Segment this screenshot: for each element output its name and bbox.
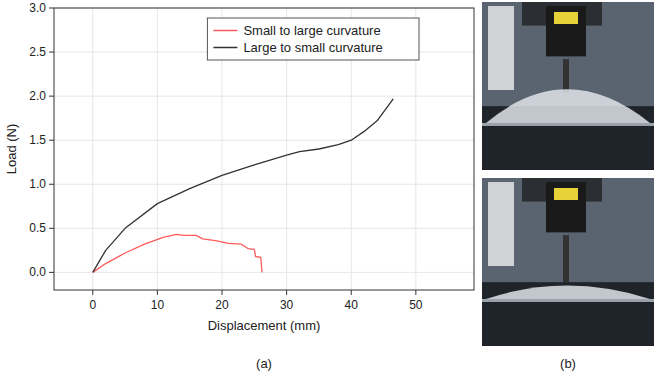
x-tick-label: 0 [89,298,96,312]
photo-base [482,123,654,126]
y-tick [49,184,54,185]
caption: (b) [560,356,576,371]
legend-swatch [213,47,237,49]
photo-probe [563,235,569,282]
photo-crosshead [522,2,602,26]
photo-label [554,12,578,24]
y-tick [49,140,54,141]
x-tick [157,290,158,295]
y-tick [49,8,54,9]
series-line [93,234,262,272]
legend-label: Small to large curvature [243,23,380,38]
x-tick [92,290,93,295]
plot-frame [54,8,474,290]
legend: Small to large curvature Large to small c… [207,18,419,60]
x-axis-title: Displacement (mm) [208,318,321,333]
legend-swatch [213,30,237,32]
photo-frame [488,182,514,266]
x-tick [415,290,416,295]
grid-line [54,228,474,229]
photo-lens [486,89,650,123]
photo [482,2,654,170]
photo-frame [488,6,514,90]
x-tick [351,290,352,295]
grid-line [54,184,474,185]
photo-lens [486,286,650,299]
y-tick [49,272,54,273]
photo-base [482,299,654,302]
y-tick-label: 1.0 [29,177,46,191]
x-tick [286,290,287,295]
y-tick [49,228,54,229]
plot-marks [93,99,393,273]
y-tick-label: 1.5 [29,133,46,147]
y-tick-label: 3.0 [29,1,46,15]
photo-background [482,178,654,346]
y-tick-label: 0.5 [29,221,46,235]
x-tick-label: 50 [409,298,423,312]
y-tick-label: 2.5 [29,45,46,59]
y-tick-label: 0.0 [29,265,46,279]
x-tick-label: 40 [345,298,359,312]
grid-line [92,8,93,290]
x-tick-label: 30 [280,298,294,312]
x-tick-label: 20 [215,298,229,312]
grid-line [54,272,474,273]
photo-floor [482,282,654,346]
x-tick [222,290,223,295]
y-tick-label: 2.0 [29,89,46,103]
grid-line [54,96,474,97]
x-tick-label: 10 [151,298,165,312]
grid-line [54,140,474,141]
y-tick [49,96,54,97]
legend-box [207,18,419,60]
series-line [93,99,393,273]
photo [482,178,654,346]
photo-loadcell [546,182,586,232]
grid-line [157,8,158,290]
y-axis-title: Load (N) [4,124,19,175]
photo-background [482,2,654,170]
photo-probe [563,59,569,93]
caption: (a) [256,356,272,371]
y-tick [49,52,54,53]
legend-label: Large to small curvature [243,40,382,55]
photo-loadcell [546,6,586,56]
photo-crosshead [522,178,602,202]
photo-label [554,188,578,200]
